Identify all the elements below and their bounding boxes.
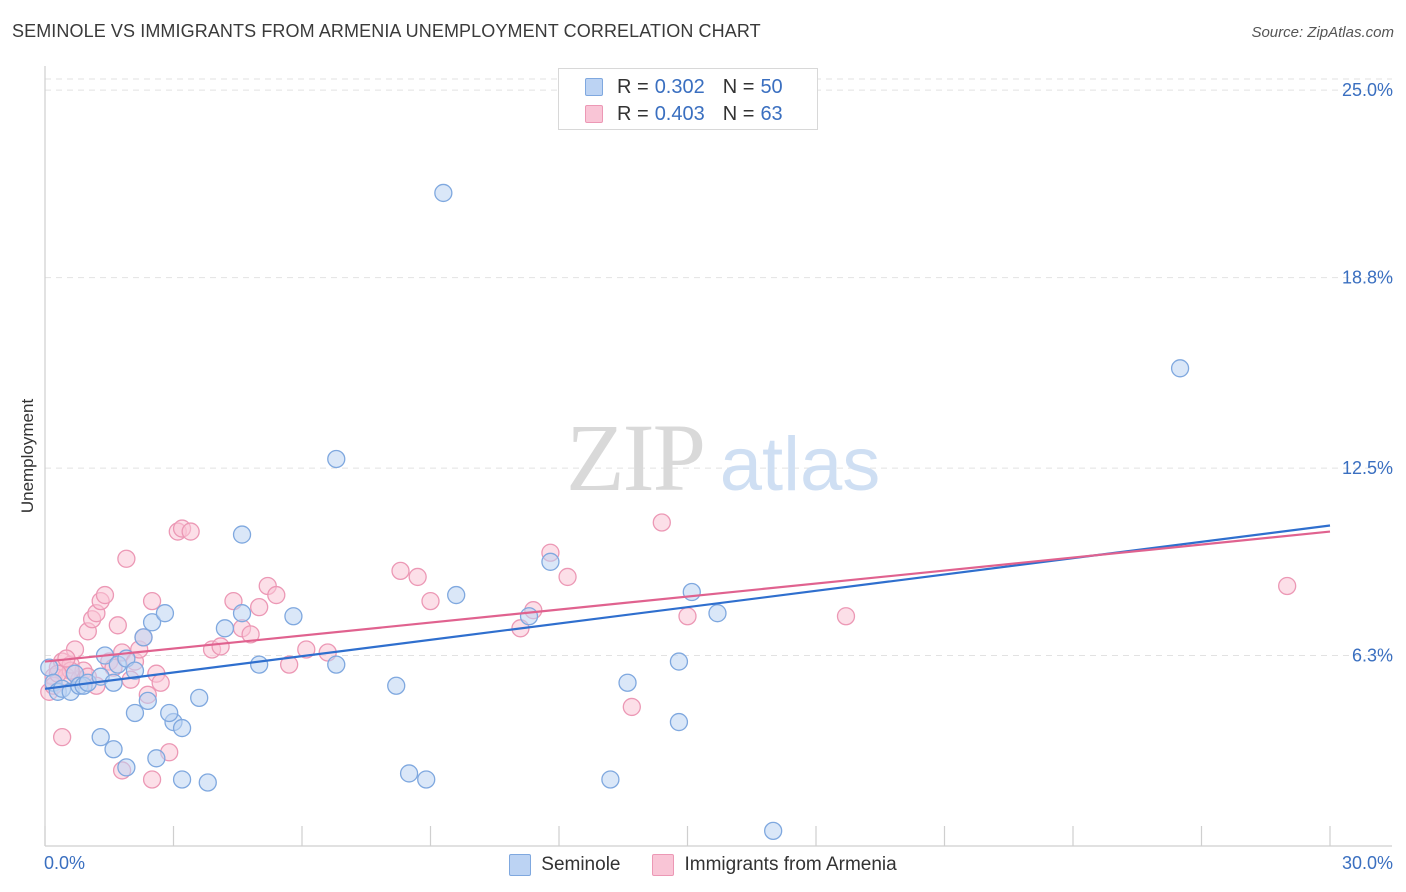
seminole-point bbox=[250, 655, 269, 674]
seminole-point bbox=[190, 688, 209, 708]
armenia-point bbox=[297, 640, 316, 659]
legend-r-label: R = bbox=[617, 75, 649, 98]
armenia-point bbox=[181, 522, 200, 541]
gridlines bbox=[45, 78, 1392, 657]
chart-title: SEMINOLE VS IMMIGRANTS FROM ARMENIA UNEM… bbox=[12, 21, 761, 41]
legend-row-armenia: R = 0.403 N = 63 bbox=[585, 101, 783, 127]
seminole-point bbox=[1170, 359, 1190, 378]
seminole-point bbox=[669, 712, 689, 732]
armenia-point bbox=[95, 585, 115, 605]
seminole-point bbox=[104, 740, 123, 759]
series-seminole-points bbox=[40, 183, 1190, 841]
armenia-point bbox=[267, 585, 286, 605]
seminole-point bbox=[764, 821, 783, 841]
axes bbox=[44, 66, 1392, 847]
seminole-point bbox=[138, 691, 157, 711]
armenia-point bbox=[250, 597, 269, 617]
seminole-point bbox=[160, 703, 179, 723]
armenia-point bbox=[558, 567, 577, 587]
seminole-point bbox=[541, 552, 560, 571]
seminole-point bbox=[198, 773, 217, 792]
x-tick-label: 0.0% bbox=[44, 853, 85, 873]
seminole-point bbox=[284, 607, 303, 626]
armenia-trend-line bbox=[44, 530, 1331, 663]
legend: R = 0.302 N = 50 R = 0.403 N = 63 bbox=[558, 68, 818, 130]
y-tick-label: 18.8% bbox=[1342, 268, 1393, 288]
seminole-point bbox=[387, 676, 406, 695]
seminole-point bbox=[669, 652, 689, 671]
armenia-point bbox=[1278, 576, 1297, 596]
legend-swatch-armenia bbox=[585, 105, 603, 123]
watermark: ZIP atlas bbox=[566, 404, 880, 511]
legend-n-value: 63 bbox=[760, 102, 783, 125]
seminole-point bbox=[117, 758, 136, 777]
armenia-point bbox=[142, 591, 162, 611]
armenia-point bbox=[52, 728, 72, 747]
armenia-point bbox=[421, 591, 440, 611]
seminole-point bbox=[134, 628, 153, 647]
armenia-point bbox=[836, 607, 856, 626]
x-tick-label: 30.0% bbox=[1342, 853, 1393, 873]
armenia-point bbox=[142, 770, 162, 789]
seminole-point bbox=[601, 770, 620, 789]
bottom-legend-armenia: Immigrants from Armenia bbox=[652, 854, 897, 876]
seminole-point bbox=[172, 718, 192, 738]
legend-n-label: N = bbox=[722, 75, 755, 98]
seminole-point bbox=[708, 604, 727, 623]
legend-swatch-seminole bbox=[585, 78, 603, 96]
seminole-point bbox=[682, 582, 701, 602]
seminole-point bbox=[417, 770, 436, 789]
legend-row-seminole: R = 0.302 N = 50 bbox=[585, 74, 783, 100]
seminole-point bbox=[172, 770, 192, 789]
armenia-point bbox=[117, 549, 136, 568]
seminole-point bbox=[142, 613, 162, 632]
armenia-point bbox=[151, 673, 170, 692]
armenia-point bbox=[652, 513, 671, 532]
seminole-point bbox=[147, 749, 166, 768]
bottom-legend: Seminole Immigrants from Armenia bbox=[0, 852, 1406, 878]
legend-r-label: R = bbox=[617, 102, 649, 125]
watermark-atlas: atlas bbox=[720, 422, 881, 507]
legend-n-label: N = bbox=[722, 102, 755, 125]
bottom-legend-label-seminole: Seminole bbox=[541, 854, 621, 875]
seminole-point bbox=[91, 728, 110, 747]
armenia-point bbox=[211, 637, 230, 656]
seminole-point bbox=[215, 619, 235, 638]
seminole-point bbox=[519, 607, 539, 626]
seminole-point bbox=[327, 655, 346, 674]
y-tick-label: 12.5% bbox=[1342, 458, 1393, 478]
seminole-point bbox=[232, 525, 252, 544]
armenia-point bbox=[108, 616, 127, 635]
y-tick-label: 25.0% bbox=[1342, 80, 1393, 100]
seminole-point bbox=[232, 604, 252, 623]
seminole-point bbox=[327, 449, 346, 469]
armenia-point bbox=[678, 607, 697, 626]
y-tick-label: 6.3% bbox=[1352, 646, 1393, 666]
seminole-point bbox=[104, 673, 123, 692]
armenia-point bbox=[241, 625, 260, 644]
tick-labels: 6.3% 12.5% 18.8% 25.0% 0.0% 30.0% bbox=[44, 80, 1393, 873]
bottom-legend-label-armenia: Immigrants from Armenia bbox=[684, 854, 897, 875]
bottom-legend-seminole: Seminole bbox=[509, 854, 620, 876]
seminole-point bbox=[155, 604, 175, 623]
legend-r-value: 0.302 bbox=[654, 75, 705, 98]
source-label: Source: ZipAtlas.com bbox=[1251, 24, 1394, 41]
seminole-point bbox=[125, 703, 145, 723]
legend-n-value: 50 bbox=[760, 75, 783, 98]
legend-r-value: 0.403 bbox=[654, 102, 705, 125]
trend-lines bbox=[44, 524, 1331, 690]
bottom-legend-swatch-seminole bbox=[509, 854, 532, 876]
armenia-point bbox=[391, 561, 410, 581]
seminole-point bbox=[618, 673, 637, 692]
seminole-point bbox=[399, 764, 419, 783]
armenia-point bbox=[279, 655, 299, 674]
seminole-point bbox=[447, 585, 466, 605]
seminole-point bbox=[434, 183, 453, 203]
armenia-point bbox=[622, 697, 641, 717]
bottom-legend-swatch-armenia bbox=[652, 854, 675, 876]
seminole-point bbox=[125, 661, 145, 680]
watermark-zip: ZIP bbox=[566, 404, 704, 511]
armenia-point bbox=[408, 567, 427, 587]
